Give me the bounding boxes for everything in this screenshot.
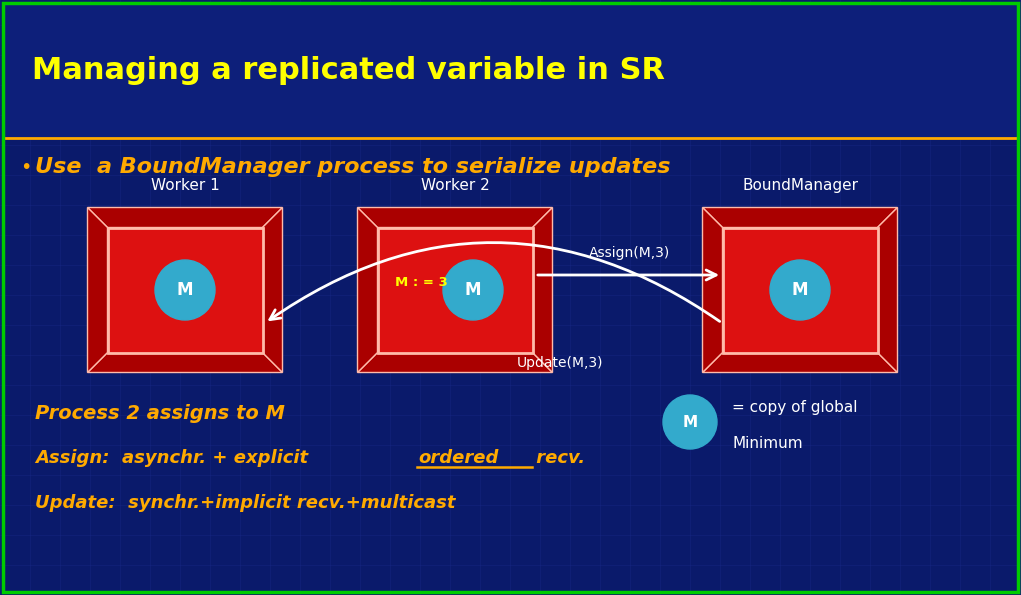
Text: Update:  synchr.+implicit recv.+multicast: Update: synchr.+implicit recv.+multicast bbox=[35, 494, 455, 512]
Text: M: M bbox=[465, 281, 481, 299]
Polygon shape bbox=[533, 208, 552, 372]
Circle shape bbox=[155, 260, 215, 320]
Polygon shape bbox=[357, 208, 552, 227]
FancyArrowPatch shape bbox=[538, 270, 716, 280]
Circle shape bbox=[663, 395, 717, 449]
Text: BoundManager: BoundManager bbox=[742, 178, 858, 193]
Polygon shape bbox=[88, 208, 283, 227]
Text: M: M bbox=[791, 281, 809, 299]
Text: recv.: recv. bbox=[530, 449, 585, 467]
Polygon shape bbox=[88, 352, 283, 372]
Text: Use  a BoundManager process to serialize updates: Use a BoundManager process to serialize … bbox=[35, 157, 671, 177]
Bar bbox=[3, 3, 1018, 140]
Text: Assign:  asynchr. + explicit: Assign: asynchr. + explicit bbox=[35, 449, 314, 467]
Text: ordered: ordered bbox=[418, 449, 498, 467]
Text: M: M bbox=[177, 281, 193, 299]
Text: M : = 3: M : = 3 bbox=[395, 275, 448, 289]
Circle shape bbox=[443, 260, 503, 320]
Polygon shape bbox=[702, 208, 897, 227]
Polygon shape bbox=[877, 208, 897, 372]
Bar bbox=[723, 227, 877, 352]
Text: Minimum: Minimum bbox=[732, 437, 803, 452]
Text: M: M bbox=[682, 415, 697, 430]
Text: Process 2 assigns to M: Process 2 assigns to M bbox=[35, 403, 285, 422]
Bar bbox=[378, 227, 533, 352]
Text: Assign(M,3): Assign(M,3) bbox=[589, 246, 671, 260]
Text: Update(M,3): Update(M,3) bbox=[517, 356, 603, 370]
Polygon shape bbox=[357, 352, 552, 372]
Text: Worker 1: Worker 1 bbox=[151, 178, 220, 193]
FancyArrowPatch shape bbox=[270, 243, 720, 321]
Text: •: • bbox=[20, 158, 32, 177]
Text: Managing a replicated variable in SR: Managing a replicated variable in SR bbox=[32, 55, 665, 84]
Polygon shape bbox=[262, 208, 283, 372]
Text: = copy of global: = copy of global bbox=[732, 399, 858, 415]
Polygon shape bbox=[702, 208, 723, 372]
Circle shape bbox=[770, 260, 830, 320]
Bar bbox=[107, 227, 262, 352]
Polygon shape bbox=[357, 208, 378, 372]
Polygon shape bbox=[702, 352, 897, 372]
Polygon shape bbox=[88, 208, 107, 372]
Text: Worker 2: Worker 2 bbox=[421, 178, 489, 193]
